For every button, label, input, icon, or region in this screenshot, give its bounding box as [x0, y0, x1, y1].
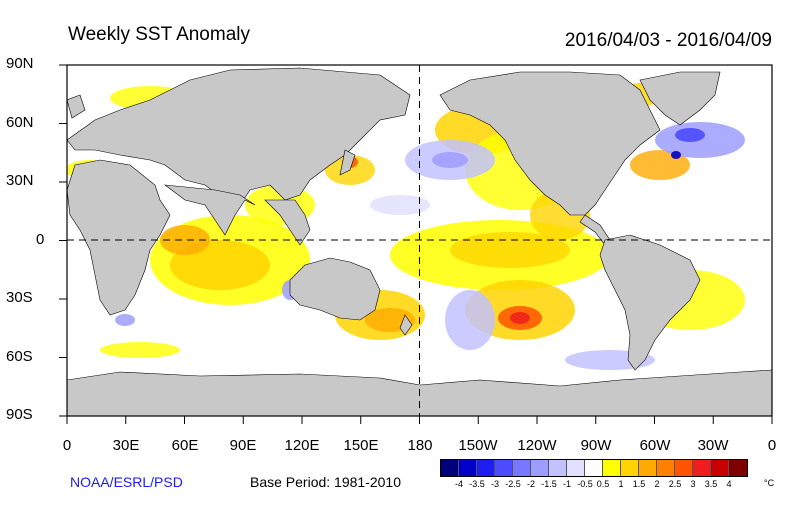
colorbar-swatch [693, 460, 711, 476]
colorbar-tick-label: 1.5 [632, 479, 646, 489]
colorbar-swatch [621, 460, 639, 476]
colorbar-tick-label: 2 [654, 479, 660, 489]
colorbar-swatch [531, 460, 549, 476]
colorbar-swatch [603, 460, 621, 476]
colorbar-swatch [459, 460, 477, 476]
cool-anomalies [115, 122, 745, 370]
colorbar-unit: °C [764, 478, 775, 488]
colorbar-swatch [729, 460, 747, 476]
colorbar-tick-label: -1 [562, 479, 572, 489]
colorbar-swatch [567, 460, 585, 476]
colorbar-swatch [675, 460, 693, 476]
colorbar-tick-label: 2.5 [668, 479, 682, 489]
lon-label-90w: 90W [580, 437, 612, 454]
colorbar-swatch [639, 460, 657, 476]
colorbar-tick-label: -2.5 [505, 479, 521, 489]
land [67, 67, 772, 416]
lon-label-0-east: 0 [767, 437, 777, 454]
colorbar-tick-label: 3 [690, 479, 696, 489]
colorbar-tick-label: -4 [454, 479, 464, 489]
colorbar-swatch [711, 460, 729, 476]
lon-label-30e: 30E [112, 437, 140, 454]
colorbar-swatch [495, 460, 513, 476]
lat-label-30s: 30S [6, 289, 33, 306]
lon-label-0: 0 [62, 437, 72, 454]
lon-label-150w: 150W [458, 437, 498, 454]
colorbar-swatch [513, 460, 531, 476]
base-period-label: Base Period: 1981-2010 [250, 474, 401, 490]
colorbar-tick-label: -1.5 [541, 479, 557, 489]
colorbar-swatch [549, 460, 567, 476]
map-title: Weekly SST Anomaly [68, 24, 250, 45]
colorbar-tick-label: -3 [490, 479, 500, 489]
lat-label-60n: 60N [6, 114, 34, 131]
lon-label-90e: 90E [229, 437, 257, 454]
axis-ticks [59, 64, 773, 424]
lat-label-90s: 90S [6, 406, 33, 423]
lat-label-90n: 90N [6, 55, 34, 72]
lon-label-60w: 60W [639, 437, 671, 454]
colorbar-tick-label: 4 [726, 479, 732, 489]
colorbar-swatch [657, 460, 675, 476]
colorbar-tick-label: -0.5 [577, 479, 593, 489]
colorbar-tick-label: -2 [526, 479, 536, 489]
lon-label-120e: 120E [284, 437, 320, 454]
credit-label: NOAA/ESRL/PSD [70, 474, 183, 490]
lon-label-120w: 120W [517, 437, 557, 454]
lat-label-30n: 30N [6, 172, 34, 189]
lon-label-60e: 60E [171, 437, 199, 454]
colorbar-swatch [441, 460, 459, 476]
lon-label-150e: 150E [343, 437, 379, 454]
colorbar [440, 459, 748, 477]
colorbar-tick-label: -3.5 [469, 479, 485, 489]
lat-label-0: 0 [36, 231, 45, 248]
colorbar-tick-label: 3.5 [704, 479, 718, 489]
date-range: 2016/04/03 - 2016/04/09 [564, 30, 772, 51]
colorbar-tick-label: 1 [618, 479, 624, 489]
colorbar-swatch [477, 460, 495, 476]
lon-label-30w: 30W [697, 437, 729, 454]
lon-label-180: 180 [407, 437, 433, 454]
colorbar-swatch [585, 460, 603, 476]
colorbar-tick-label: 0.5 [596, 479, 610, 489]
lat-label-60s: 60S [6, 348, 33, 365]
